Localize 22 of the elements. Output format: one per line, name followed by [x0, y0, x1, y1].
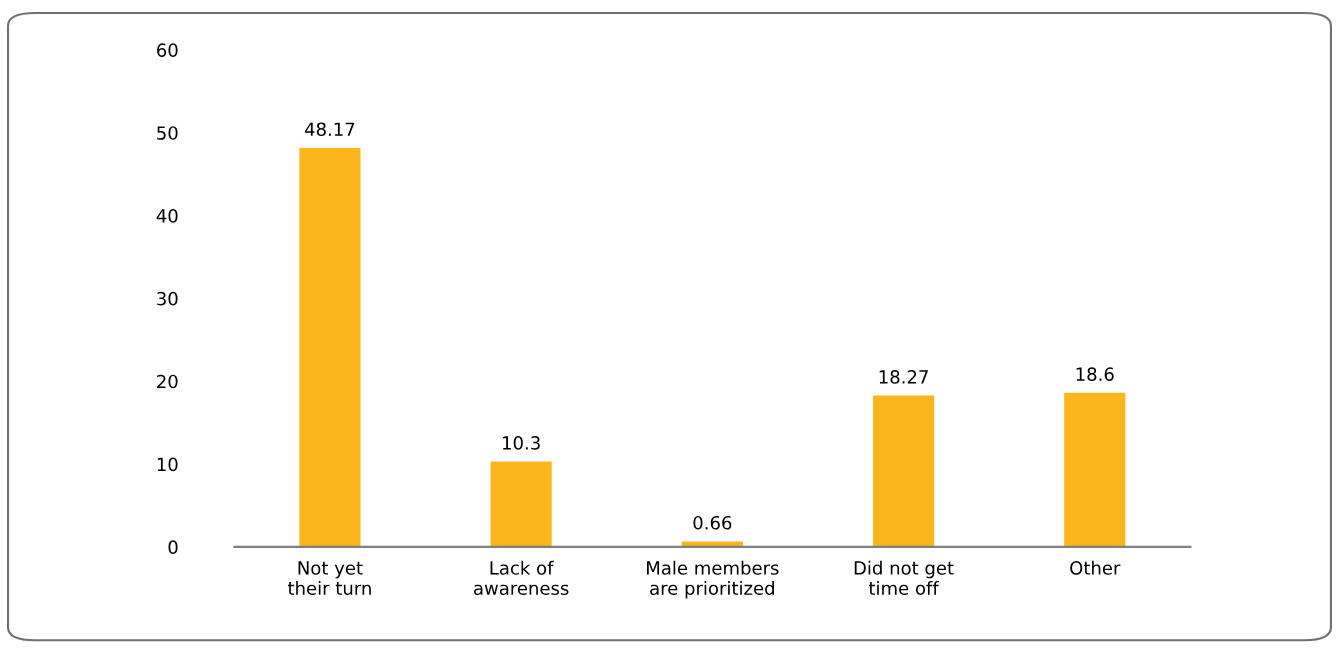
bar: [681, 541, 743, 547]
x-tick-label: Male members are prioritized: [647, 560, 779, 599]
y-tick-label: 50: [157, 126, 178, 140]
bar: [872, 395, 935, 547]
y-tick-label: 30: [157, 291, 178, 306]
data-label: 10.3: [503, 436, 540, 450]
y-tick-label: 10: [157, 457, 178, 472]
y-tick-label: 40: [156, 209, 178, 223]
data-label: 18.27: [879, 370, 928, 384]
y-tick-label: 0: [168, 540, 178, 555]
x-tick-label: Not yet their turn: [287, 561, 371, 595]
data-label: 0.66: [693, 515, 732, 530]
y-tick-label: 60: [157, 43, 178, 58]
data-label: 48.17: [304, 122, 355, 137]
x-tick-label: Other: [1070, 560, 1121, 575]
x-tick-label: Lack of awareness: [474, 560, 569, 595]
data-label: 18.6: [1076, 367, 1114, 382]
x-tick-label: Did not get time off: [854, 560, 954, 595]
y-tick-label: 20: [157, 374, 178, 389]
bar: [1064, 392, 1126, 547]
bar: [299, 147, 361, 547]
bar: [490, 461, 552, 547]
